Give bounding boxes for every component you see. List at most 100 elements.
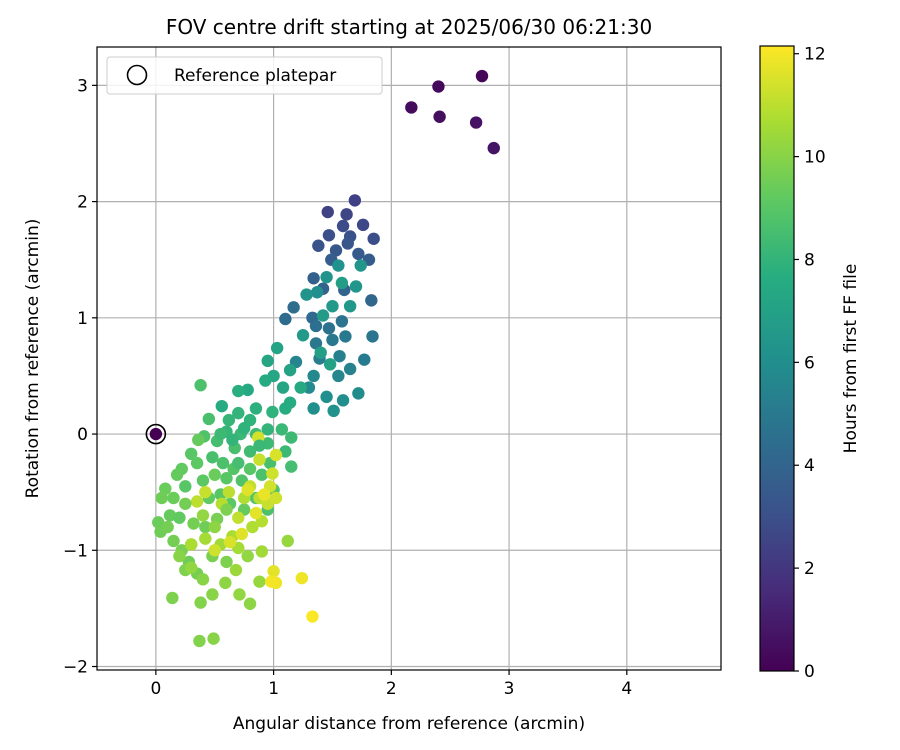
colorbar-gradient (760, 46, 794, 671)
data-point (335, 315, 349, 328)
y-tick-label: 3 (77, 76, 88, 96)
data-point (179, 480, 192, 493)
data-point (326, 299, 339, 313)
data-point (341, 237, 354, 250)
data-point (316, 309, 330, 322)
data-point (433, 110, 446, 123)
data-point (161, 520, 174, 534)
data-point (432, 80, 445, 93)
data-point (294, 381, 307, 394)
data-point (283, 363, 297, 377)
y-tick-label: −2 (63, 658, 88, 678)
data-point (367, 232, 380, 245)
data-point (310, 286, 324, 299)
data-point (187, 517, 200, 530)
data-point (307, 272, 320, 285)
data-point (241, 483, 254, 497)
reference-point-fill (149, 427, 163, 441)
data-point (208, 544, 221, 557)
data-point (226, 433, 239, 447)
data-point (336, 219, 350, 233)
colorbar-tick-label: 2 (804, 559, 815, 579)
grid (97, 47, 721, 670)
data-point (152, 516, 165, 529)
data-point (222, 485, 236, 499)
data-point (352, 387, 365, 400)
colorbar-tick-label: 12 (804, 45, 826, 65)
data-point (166, 591, 179, 605)
data-point (173, 511, 186, 524)
x-tick-label: 0 (150, 679, 161, 699)
data-point (336, 394, 350, 407)
data-point (320, 390, 333, 404)
data-point (196, 573, 210, 586)
data-point (267, 565, 280, 578)
scatter-points (152, 69, 500, 648)
data-point (241, 383, 254, 397)
data-point (220, 503, 233, 516)
data-point (285, 460, 298, 473)
data-point (321, 205, 334, 219)
colorbar-tick-label: 0 (804, 662, 815, 682)
data-point (295, 571, 309, 585)
data-point (167, 534, 180, 548)
x-tick-label: 3 (504, 679, 515, 699)
data-point (190, 456, 204, 470)
legend-entry-reference: Reference platepar (174, 66, 336, 86)
data-point (194, 379, 207, 392)
x-tick-label: 1 (268, 679, 279, 699)
data-point (196, 509, 210, 522)
reference-point-layer (145, 423, 167, 445)
data-point (199, 520, 212, 534)
data-point (163, 509, 177, 522)
data-point (279, 402, 292, 415)
data-point (199, 485, 212, 499)
data-point (155, 491, 168, 505)
data-point (322, 322, 336, 335)
data-point (354, 259, 367, 272)
data-point (266, 467, 279, 480)
colorbar-label: Hours from first FF file (841, 264, 861, 454)
data-point (333, 349, 346, 363)
data-point (312, 239, 325, 252)
colorbar-tick-label: 6 (804, 353, 815, 373)
data-point (322, 229, 336, 242)
data-point (349, 280, 363, 293)
data-point (192, 433, 205, 447)
data-point (208, 520, 221, 534)
y-tick-label: −1 (63, 541, 88, 561)
data-point (243, 597, 257, 610)
data-point (276, 381, 290, 394)
data-point (300, 288, 313, 301)
data-point (285, 431, 298, 444)
data-point (358, 353, 371, 366)
legend: Reference platepar (106, 56, 383, 95)
reference-point-marker (145, 423, 167, 445)
data-point (190, 495, 204, 508)
data-point (202, 412, 216, 426)
data-point (279, 445, 292, 458)
data-point (296, 329, 310, 342)
colorbar-tick-label: 4 (804, 456, 815, 476)
data-point (332, 259, 345, 272)
data-point (206, 451, 219, 464)
data-point (184, 561, 198, 574)
data-point (179, 497, 192, 510)
colorbar-tick-label: 8 (804, 250, 815, 270)
data-point (365, 294, 378, 307)
data-point (241, 549, 254, 563)
data-point (206, 588, 219, 601)
data-point (232, 511, 245, 524)
data-point (235, 527, 249, 541)
data-point (167, 491, 180, 505)
data-point (184, 447, 198, 461)
colorbar-tick-label: 10 (804, 148, 826, 168)
data-point (326, 333, 339, 347)
x-tick-label: 4 (621, 679, 632, 699)
data-point (173, 549, 186, 563)
data-point (249, 506, 263, 520)
data-point (332, 369, 345, 383)
data-point (339, 330, 352, 343)
data-point (249, 402, 263, 415)
colorbar: 0 2 4 6 8 10 12 Hours from first FF file (759, 45, 861, 682)
